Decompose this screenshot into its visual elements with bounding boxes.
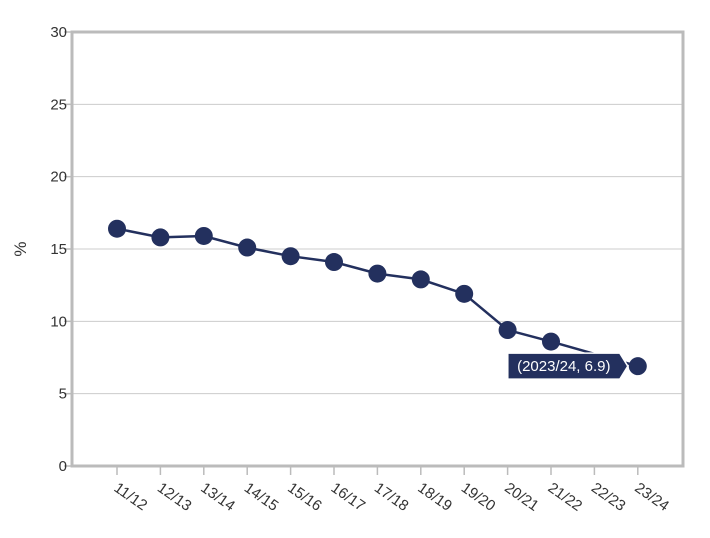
data-point[interactable] bbox=[325, 253, 343, 272]
data-point[interactable] bbox=[411, 270, 430, 289]
plot-frame bbox=[70, 30, 685, 468]
x-tick-label: 15/16 bbox=[284, 479, 325, 514]
x-tick-label: 22/23 bbox=[588, 479, 629, 514]
x-tick-label: 13/14 bbox=[198, 479, 239, 514]
gridlines bbox=[72, 103, 683, 395]
y-axis-title: % bbox=[11, 241, 30, 256]
y-tick-label: 25 bbox=[50, 96, 67, 113]
data-point[interactable] bbox=[151, 228, 170, 247]
x-tick-label: 19/20 bbox=[458, 479, 499, 514]
data-points bbox=[108, 219, 647, 376]
data-point[interactable] bbox=[368, 264, 387, 283]
data-point[interactable] bbox=[281, 247, 300, 266]
data-point[interactable] bbox=[194, 226, 213, 245]
x-tick-label: 12/13 bbox=[154, 479, 195, 514]
x-tick-label: 21/22 bbox=[545, 479, 586, 514]
data-point[interactable] bbox=[238, 238, 257, 257]
data-point[interactable] bbox=[628, 357, 647, 376]
data-point[interactable] bbox=[108, 219, 126, 238]
x-tick-label: 23/24 bbox=[632, 479, 673, 514]
x-tick-label: 17/18 bbox=[371, 479, 412, 514]
data-point[interactable] bbox=[542, 332, 560, 351]
tooltip: (2023/24, 6.9) bbox=[507, 352, 629, 380]
x-tick-label: 16/17 bbox=[328, 479, 369, 514]
data-point[interactable] bbox=[498, 321, 517, 340]
y-tick-label: 0 bbox=[59, 458, 67, 475]
y-tick-label: 20 bbox=[50, 169, 67, 186]
x-tick-label: 20/21 bbox=[501, 479, 542, 514]
y-tick-label: 30 bbox=[50, 24, 67, 41]
y-tick-label: 10 bbox=[50, 313, 67, 330]
tooltip-text: (2023/24, 6.9) bbox=[517, 358, 610, 375]
y-tick-label: 15 bbox=[50, 241, 67, 258]
x-tick-label: 11/12 bbox=[111, 479, 151, 514]
x-tick-label: 14/15 bbox=[241, 479, 282, 514]
y-tick-label: 5 bbox=[59, 386, 67, 403]
y-axis-ticks: 0 5 10 15 20 25 30 bbox=[50, 24, 72, 475]
data-point[interactable] bbox=[455, 284, 474, 303]
tooltip-background bbox=[507, 352, 629, 380]
x-tick-label: 18/19 bbox=[415, 479, 456, 514]
x-axis-ticks: 11/12 12/13 13/14 14/15 15/16 16/17 17/18 18/19… bbox=[111, 467, 672, 515]
